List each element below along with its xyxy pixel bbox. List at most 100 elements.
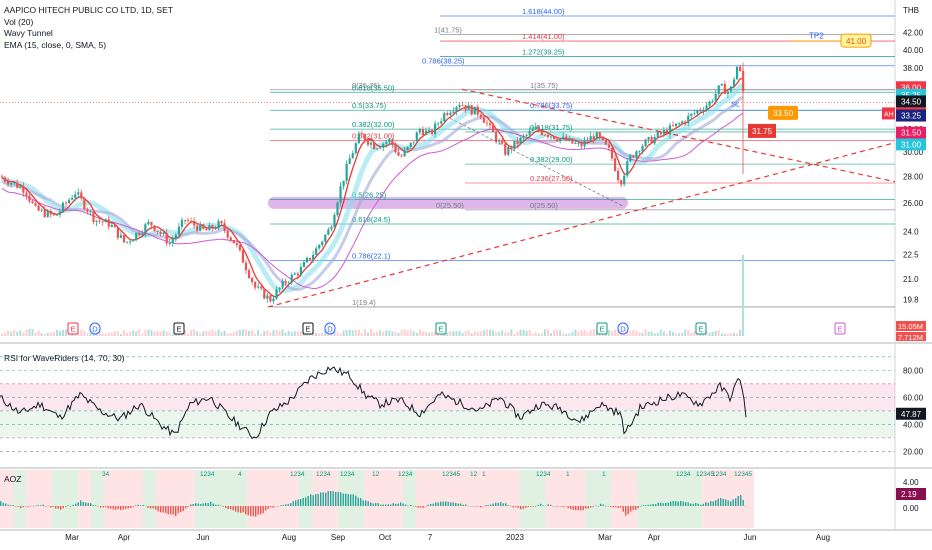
candle-body [495,132,498,142]
aoz-background-band [468,470,481,528]
candle-body [504,143,507,155]
aoz-bar [660,502,662,506]
price-tick-label: 28.00 [903,173,924,182]
aoz-bar [187,506,189,508]
candle-body [254,282,257,288]
aoz-bar [517,506,519,508]
volume-bar [171,333,174,336]
volume-ma-label-bg [896,332,926,341]
aoz-bar [85,502,87,506]
aoz-bar [607,505,609,507]
aoz-background-band [546,470,559,528]
candle-body [226,230,229,238]
aoz-bar [732,499,734,506]
aoz-bar [72,504,74,506]
volume-bar [458,330,461,336]
aoz-pane-label[interactable]: AOZ [4,474,22,484]
candle-body [107,219,110,227]
aoz-bar [82,501,84,506]
aoz-bar [437,502,439,506]
aoz-bar [202,503,204,506]
aoz-bar [392,503,394,506]
candle-body [595,132,598,140]
aoz-bar [325,492,327,506]
candle-body [604,139,607,145]
stoploss-text: 31.75 [752,127,773,136]
volume-bar [327,332,330,336]
vol-indicator-label[interactable]: Vol (20) [4,16,34,27]
volume-bar [214,331,217,336]
wavy-tunnel-label[interactable]: Wavy Tunnel [4,28,53,38]
candle-body [101,221,104,223]
volume-bar [40,333,43,336]
fib-left-label: 0(35.75) [352,81,380,90]
aoz-bar [275,506,277,507]
candle-body [440,121,443,124]
aoz-bar [57,506,59,509]
volume-ma-label: 7.712M [898,333,923,342]
aoz-bar [477,506,479,507]
aoz-bar [632,506,634,510]
aoz-bar [350,494,352,506]
aoz-bar [402,503,404,506]
aoz-bar [357,497,359,506]
aoz-bar [260,506,262,515]
rsi-pane-label[interactable]: RSI for WaveRiders (14, 70, 30) [4,353,125,363]
aoz-bar [700,504,702,506]
aoz-bar [165,506,167,514]
event-marker [695,322,707,335]
candle-body [260,286,263,289]
aoz-bar [532,506,534,507]
volume-bar [394,331,397,336]
aoz-background-band [26,470,39,528]
wavy-tunnel-lower [1,95,744,292]
price-axis-label: 33.25 [901,112,922,121]
aoz-bar [25,506,27,507]
volume-bar [723,333,726,336]
aoz-bar [395,503,397,506]
aoz-bar [227,506,229,510]
candle-body [205,228,208,231]
aoz-bar [347,494,349,506]
volume-bar [184,329,186,336]
volume-bar [342,330,345,336]
aoz-background-band [585,470,598,528]
aoz-bar [610,506,612,507]
aoz-bar [630,506,632,512]
candle-body [147,221,150,225]
candle-body [74,194,77,198]
volume-bar [248,331,251,336]
aoz-bar [130,506,132,509]
aoz-signal-label: 1 [566,471,570,478]
aoz-bar [12,505,14,506]
aoz-bar [5,503,7,506]
aoz-bar [675,501,677,506]
aoz-bar [720,497,722,506]
volume-bar [479,331,482,336]
volume-axis-label-bg [896,321,926,331]
aoz-background-band [481,470,494,528]
rsi-tick-label: 80.00 [903,366,924,375]
volume-bar [116,331,119,336]
aoz-bar [590,506,592,508]
volume-bar [266,330,269,336]
x-axis-label: 2023 [506,533,524,542]
volume-bar [528,330,531,336]
candle-body [193,220,196,226]
candle-body [110,224,113,227]
volume-bar [123,330,125,336]
volume-bar [736,333,739,336]
aoz-background-band [572,470,585,528]
aoz-bar [415,506,417,507]
ema-indicator-label[interactable]: EMA (15, close, 0, SMA, 5) [4,39,107,50]
x-axis-label: Sep [331,533,346,542]
volume-bar [83,330,86,336]
volume-bar [711,331,714,336]
aoz-background-band [130,470,143,528]
volume-bar [726,333,729,336]
volume-bar [281,329,284,336]
symbol-title[interactable]: AAPICO HITECH PUBLIC CO LTD, 1D, SET [4,5,173,15]
volume-bar [525,330,528,336]
aoz-bar [147,506,149,509]
aoz-bar [277,505,279,507]
